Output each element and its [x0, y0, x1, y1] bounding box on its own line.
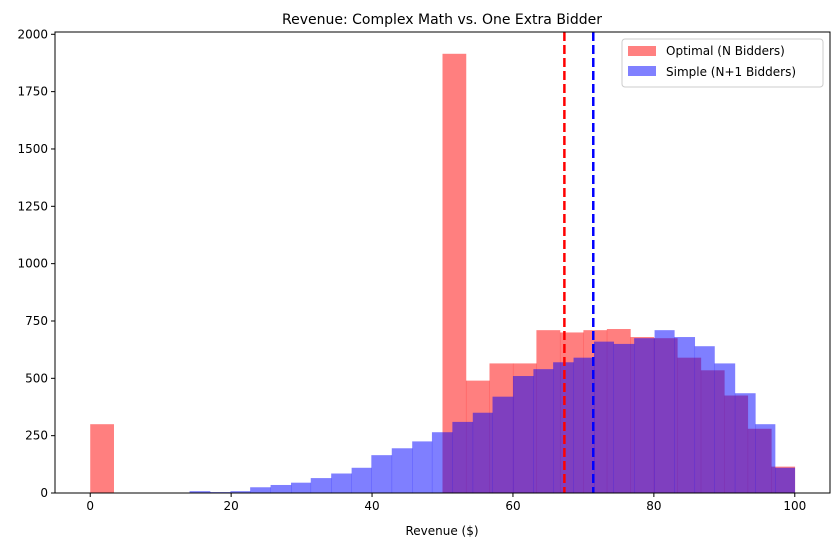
y-tick-label: 500 [25, 371, 48, 385]
simple-series-bars [189, 330, 796, 493]
x-tick-label: 0 [86, 499, 94, 513]
histogram-bar [492, 396, 514, 493]
y-tick-label: 0 [40, 486, 48, 500]
histogram-bar [270, 484, 292, 493]
histogram-bar [351, 467, 372, 493]
histogram-bar [674, 337, 696, 493]
histogram-bar [714, 363, 736, 493]
histogram-bar [412, 441, 433, 493]
mean-reference-lines [563, 32, 595, 493]
axes-frame [54, 31, 831, 494]
histogram-bar [230, 491, 251, 493]
x-axis-ticks: 0 20 40 60 80 100 [86, 493, 806, 513]
legend-label-optimal: Optimal (N Bidders) [666, 44, 785, 58]
histogram-bar [291, 482, 312, 493]
legend-swatch-optimal [628, 46, 656, 56]
histogram-bar [250, 487, 271, 493]
legend-box [621, 38, 824, 88]
legend-label-simple: Simple (N+1 Bidders) [666, 65, 796, 79]
histogram-bar [331, 473, 352, 493]
x-tick-label: 60 [505, 499, 520, 513]
histogram-bar [573, 357, 595, 493]
histogram-bar [189, 491, 211, 493]
y-tick-label: 1000 [17, 257, 48, 271]
histogram-bar [442, 53, 467, 493]
legend: Optimal (N Bidders) Simple (N+1 Bidders) [621, 38, 824, 88]
y-tick-label: 250 [25, 429, 48, 443]
y-tick-label: 1500 [17, 142, 48, 156]
x-tick-label: 80 [646, 499, 661, 513]
y-tick-label: 2000 [17, 27, 48, 41]
histogram-bar [391, 448, 413, 493]
histogram-bar [512, 376, 534, 493]
histogram-bar [734, 393, 756, 493]
y-tick-label: 1750 [17, 85, 48, 99]
x-tick-label: 40 [364, 499, 379, 513]
y-tick-label: 750 [25, 314, 48, 328]
histogram-bar [431, 432, 453, 493]
histogram-bar [775, 467, 796, 493]
x-tick-label: 100 [783, 499, 806, 513]
histogram-bar [613, 343, 635, 493]
histogram-bar [472, 412, 493, 493]
histogram-bar [90, 424, 114, 493]
histogram-bar [310, 478, 332, 493]
histogram-bar [654, 330, 675, 493]
y-axis-ticks: 0 250 500 750 1000 1250 1500 1750 2000 [17, 27, 55, 500]
histogram-bar [371, 455, 393, 493]
histogram-bar [593, 341, 615, 493]
x-axis-label: Revenue ($) [405, 524, 478, 538]
chart-title: Revenue: Complex Math vs. One Extra Bidd… [282, 12, 602, 28]
legend-swatch-simple [628, 66, 656, 76]
histogram-bar [452, 421, 474, 493]
histogram-bar [694, 346, 715, 493]
histogram-bar [533, 369, 554, 493]
histogram-bar [634, 338, 655, 493]
y-tick-label: 1250 [17, 199, 48, 213]
x-tick-label: 20 [223, 499, 238, 513]
histogram-bar [755, 424, 776, 493]
